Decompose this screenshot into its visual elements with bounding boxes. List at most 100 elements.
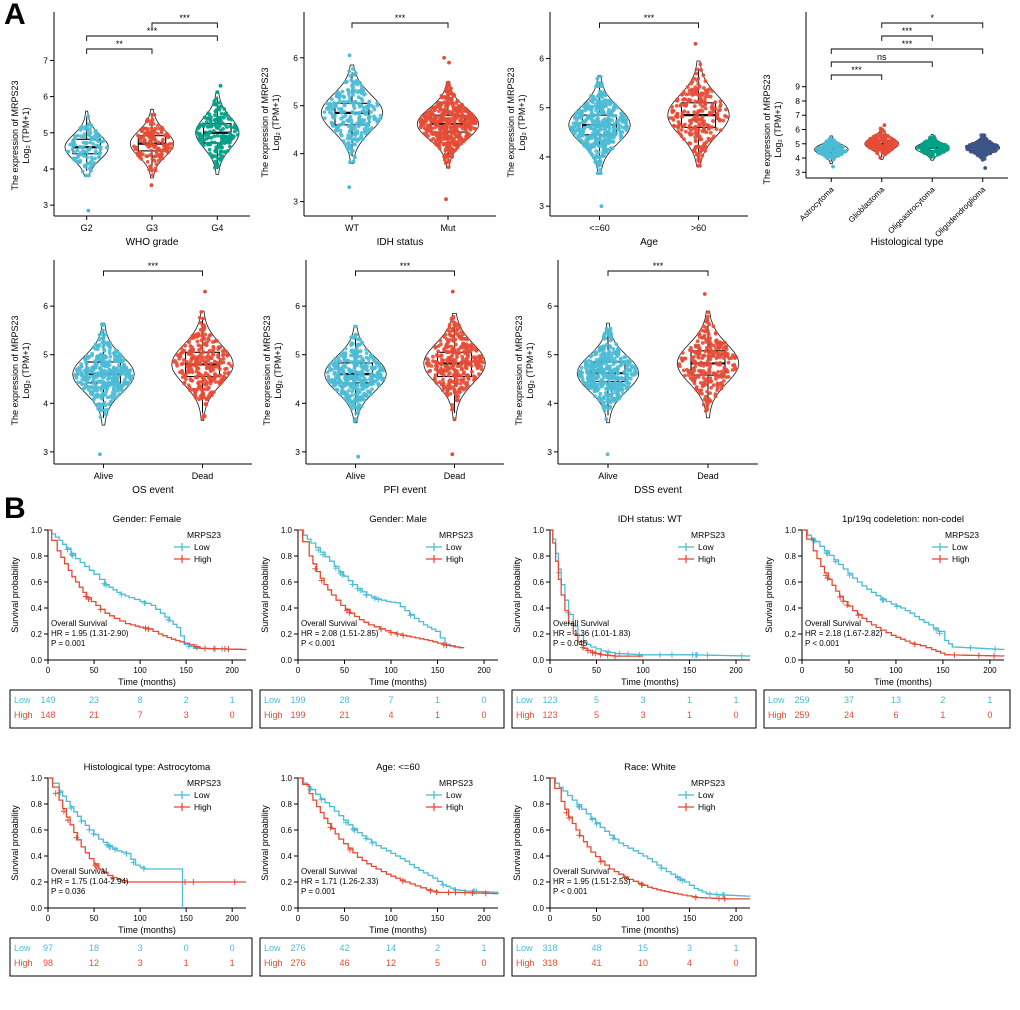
svg-text:Oligoastrocytoma: Oligoastrocytoma — [886, 185, 937, 236]
svg-text:Overall Survival: Overall Survival — [553, 619, 609, 628]
svg-text:High: High — [194, 554, 212, 564]
svg-text:0.0: 0.0 — [785, 656, 797, 665]
km-age-le60: Age: <=60 0.0 0.2 0.4 0.6 0.8 1.0 0 50 100 150 200 S… — [258, 760, 508, 996]
svg-text:Low: Low — [698, 542, 714, 552]
svg-text:3: 3 — [43, 447, 48, 457]
svg-text:7: 7 — [389, 695, 394, 705]
svg-text:MRPS23: MRPS23 — [187, 530, 221, 540]
svg-text:1.0: 1.0 — [31, 774, 43, 783]
svg-text:***: *** — [395, 13, 406, 23]
boxplot-pfi-event: 3 4 5 6 The expression of MRPS23 Log₂ (TPM+1)… — [260, 252, 512, 498]
svg-text:0.2: 0.2 — [533, 630, 545, 639]
boxplot-who-grade-svg: 3 4 5 6 7 The expression of MRPS23 Log₂ (TPM+1… — [10, 12, 250, 248]
svg-text:PFI event: PFI event — [384, 485, 427, 496]
svg-text:100: 100 — [133, 914, 147, 923]
svg-text:4: 4 — [389, 710, 394, 720]
svg-text:IDH status: WT: IDH status: WT — [618, 514, 683, 525]
svg-text:1.0: 1.0 — [281, 526, 293, 535]
svg-text:5: 5 — [295, 350, 300, 360]
svg-text:6: 6 — [893, 710, 898, 720]
km-1p19q-noncodel-svg: 1p/19q codeletion: non-codel 0.0 0.2 0.4 0.6… — [763, 514, 1011, 729]
svg-text:21: 21 — [89, 710, 99, 720]
svg-text:4: 4 — [293, 149, 298, 159]
svg-text:200: 200 — [729, 666, 743, 675]
svg-text:0.4: 0.4 — [31, 852, 43, 861]
svg-text:Gender: Female: Gender: Female — [113, 514, 182, 525]
svg-text:ns: ns — [877, 52, 887, 62]
svg-text:3: 3 — [184, 710, 189, 720]
svg-text:1.0: 1.0 — [785, 526, 797, 535]
svg-text:Survival probability: Survival probability — [10, 557, 20, 633]
svg-text:0.6: 0.6 — [785, 578, 797, 587]
svg-text:5: 5 — [43, 128, 48, 138]
svg-text:150: 150 — [936, 666, 950, 675]
svg-text:123: 123 — [542, 695, 557, 705]
svg-text:150: 150 — [179, 914, 193, 923]
svg-text:28: 28 — [340, 695, 350, 705]
svg-text:0.6: 0.6 — [31, 578, 43, 587]
svg-text:23: 23 — [89, 695, 99, 705]
svg-text:Survival probability: Survival probability — [10, 805, 20, 881]
svg-text:1: 1 — [435, 710, 440, 720]
svg-text:The expression of MRPS23: The expression of MRPS23 — [260, 67, 270, 177]
svg-text:0.8: 0.8 — [785, 552, 797, 561]
svg-text:P = 0.001: P = 0.001 — [51, 639, 86, 648]
svg-text:6: 6 — [295, 301, 300, 311]
svg-text:Log₂ (TPM+1): Log₂ (TPM+1) — [21, 107, 31, 163]
svg-text:0: 0 — [987, 710, 992, 720]
svg-text:***: *** — [902, 26, 913, 36]
svg-text:0.0: 0.0 — [281, 656, 293, 665]
boxplot-dss-event-svg: 3 4 5 6 The expression of MRPS23 Log₂ (TPM+1)… — [514, 260, 758, 496]
svg-text:200: 200 — [226, 666, 240, 675]
svg-text:G3: G3 — [146, 223, 158, 233]
svg-text:The expression of MRPS23: The expression of MRPS23 — [10, 80, 20, 190]
svg-text:***: *** — [644, 13, 655, 23]
svg-text:High: High — [768, 710, 787, 720]
svg-text:Dead: Dead — [192, 471, 214, 481]
svg-text:***: *** — [902, 39, 913, 49]
svg-text:Gender: Male: Gender: Male — [369, 514, 427, 525]
svg-text:0: 0 — [482, 695, 487, 705]
svg-text:The expression of MRPS23: The expression of MRPS23 — [762, 74, 772, 184]
svg-text:High: High — [952, 554, 970, 564]
svg-text:4: 4 — [547, 398, 552, 408]
svg-text:259: 259 — [794, 695, 809, 705]
svg-text:Survival probability: Survival probability — [260, 557, 270, 633]
svg-text:0.4: 0.4 — [785, 604, 797, 613]
svg-text:0.8: 0.8 — [533, 552, 545, 561]
svg-text:Mut: Mut — [440, 223, 456, 233]
svg-text:WHO grade: WHO grade — [126, 237, 179, 248]
km-idh-status-wt-svg: IDH status: WT0.00.20.40.60.81.00 50 100 15… — [511, 514, 757, 729]
svg-text:1: 1 — [687, 695, 692, 705]
svg-text:Alive: Alive — [598, 471, 618, 481]
svg-text:5: 5 — [795, 139, 800, 149]
svg-text:DSS event: DSS event — [634, 485, 682, 496]
svg-text:0: 0 — [548, 666, 553, 675]
svg-text:3: 3 — [295, 447, 300, 457]
svg-text:P = 0.045: P = 0.045 — [553, 639, 588, 648]
svg-text:HR = 2.18 (1.67-2.82): HR = 2.18 (1.67-2.82) — [805, 629, 883, 638]
svg-text:1: 1 — [687, 710, 692, 720]
svg-text:3: 3 — [547, 447, 552, 457]
boxplot-age: 3 4 5 6 The expression of MRPS23 Log₂ (TPM+1)… — [504, 4, 756, 250]
svg-text:7: 7 — [795, 110, 800, 120]
svg-text:1: 1 — [230, 695, 235, 705]
svg-text:MRPS23: MRPS23 — [439, 530, 473, 540]
svg-text:4: 4 — [43, 398, 48, 408]
svg-text:4: 4 — [795, 153, 800, 163]
svg-text:199: 199 — [290, 710, 305, 720]
svg-text:1.0: 1.0 — [31, 526, 43, 535]
km-gender-male: Gender: Male 0.0 0.2 0.4 0.6 0.8 1.0 0 50 100 150 2… — [258, 512, 508, 748]
svg-text:5: 5 — [293, 101, 298, 111]
panel-a-label: A — [4, 0, 26, 31]
svg-text:0: 0 — [734, 710, 739, 720]
svg-text:1: 1 — [734, 695, 739, 705]
svg-text:7: 7 — [138, 710, 143, 720]
svg-text:<=60: <=60 — [589, 223, 610, 233]
boxplot-histological-type: 3 4 5 6 7 8 9 The expression of MRPS23 Log₂ (TPM… — [760, 4, 1016, 250]
svg-text:Time (months): Time (months) — [118, 677, 176, 687]
svg-text:0.4: 0.4 — [31, 604, 43, 613]
svg-text:1.0: 1.0 — [533, 526, 545, 535]
svg-text:5: 5 — [547, 350, 552, 360]
svg-text:0.8: 0.8 — [281, 552, 293, 561]
